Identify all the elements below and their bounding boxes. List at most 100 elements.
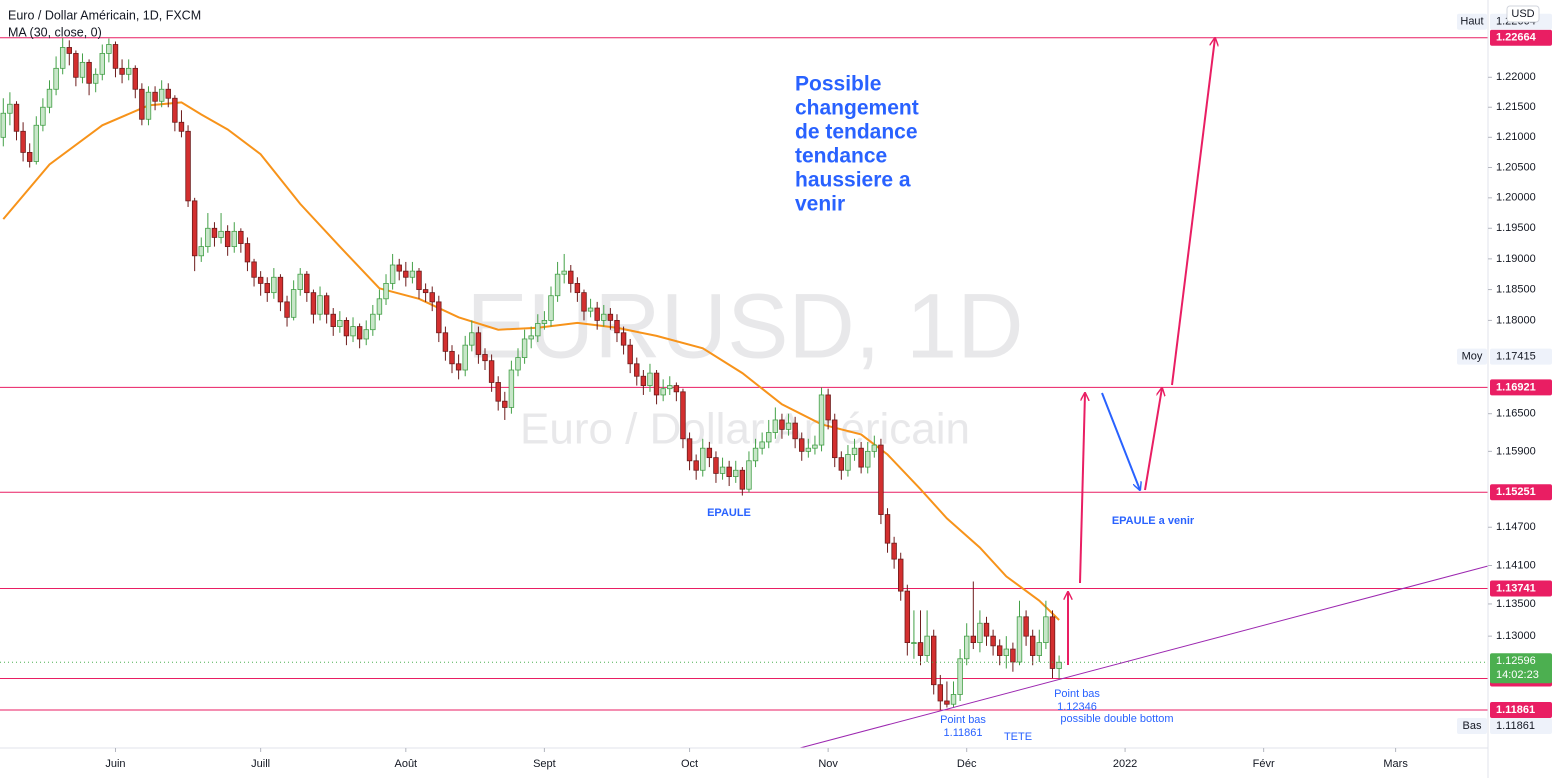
x-tick-label: Déc	[957, 758, 977, 770]
candle-body	[746, 460, 752, 490]
candle-body	[475, 332, 482, 355]
candle-body	[759, 441, 765, 449]
candle-body	[125, 67, 132, 75]
y-tick-label: 1.21000	[1496, 131, 1536, 143]
candle-body	[528, 335, 534, 340]
candle-body	[1036, 642, 1043, 656]
stat-name: Moy	[1462, 351, 1483, 363]
candle-body	[733, 469, 739, 477]
annotation-text: 1.11861	[944, 727, 983, 739]
candle-body	[521, 338, 528, 358]
candle-body	[587, 307, 594, 312]
y-tick-label: 1.14700	[1496, 521, 1536, 533]
annotation-text: TETE	[1004, 731, 1032, 743]
candle-body	[218, 230, 224, 238]
level-label-box	[1490, 580, 1552, 597]
candle-body	[290, 289, 297, 318]
candle-body	[284, 301, 290, 318]
candle-body	[416, 270, 422, 290]
annotation-text: Point bas	[1054, 688, 1100, 700]
candle-body	[554, 273, 561, 297]
watermark-description: Euro / Dollar Américain	[520, 405, 970, 454]
candle-body	[323, 295, 330, 315]
candle-body	[884, 514, 891, 544]
annotation-text: 1.12346	[1057, 701, 1097, 713]
level-label-box	[1490, 702, 1552, 719]
candle-body	[73, 53, 79, 78]
x-tick-label: Juin	[105, 758, 125, 770]
candle-body	[950, 694, 957, 705]
candle-body	[911, 642, 917, 645]
annotation-text: tendance	[795, 145, 887, 168]
candle-body	[508, 369, 515, 408]
x-tick-label: Juill	[251, 758, 270, 770]
candle-body	[858, 447, 864, 468]
candle-body	[119, 67, 125, 75]
candle-body	[92, 73, 99, 84]
candle-body	[297, 273, 303, 290]
candle-body	[403, 270, 409, 278]
y-tick-label: 1.19500	[1496, 222, 1536, 234]
candle-body	[158, 88, 165, 102]
candle-body	[996, 645, 1003, 656]
candle-body	[59, 47, 66, 69]
candle-body	[185, 130, 191, 202]
header: Euro / Dollar Américain, 1D, FXCM MA (30…	[8, 8, 201, 39]
x-tick-label: 2022	[1113, 758, 1137, 770]
candle-body	[805, 447, 812, 452]
candle-body	[0, 112, 7, 138]
candle-body	[640, 375, 647, 386]
arrow	[1144, 388, 1162, 491]
candle-body	[541, 320, 548, 324]
annotation-text: Possible	[795, 73, 881, 96]
y-tick-label: 1.16500	[1496, 408, 1536, 420]
moving-average	[2, 101, 1060, 621]
candle-body	[106, 44, 112, 54]
candle-body	[422, 289, 429, 294]
annotation-text: possible double bottom	[1060, 713, 1173, 725]
candle-body	[310, 292, 317, 315]
candle-body	[502, 400, 508, 408]
y-tick-label: 1.13000	[1496, 630, 1536, 642]
candle-body	[40, 106, 46, 126]
candle-body	[845, 454, 851, 471]
last-price-box	[1490, 653, 1552, 684]
candle-body	[673, 385, 680, 393]
candle-body	[26, 151, 33, 162]
candle-body	[937, 684, 944, 702]
candle-body	[389, 264, 396, 284]
x-tick-label: Mars	[1383, 758, 1408, 770]
candle-body	[851, 447, 858, 455]
candle-body	[653, 372, 660, 396]
candle-body	[356, 326, 363, 340]
stat-name-box	[1457, 348, 1487, 365]
candle-body	[1043, 616, 1049, 644]
candle-body	[1049, 616, 1056, 669]
arrow	[1079, 393, 1085, 584]
candle-body	[396, 264, 402, 272]
candle-body	[350, 326, 356, 337]
x-tick-label: Oct	[681, 758, 698, 770]
candle-body	[983, 622, 990, 637]
candle-body	[1003, 648, 1010, 656]
stat-value: 1.17415	[1496, 351, 1536, 363]
candle-body	[719, 466, 726, 474]
level-label-box	[1490, 484, 1552, 501]
candle-body	[469, 332, 475, 346]
candle-body	[7, 103, 13, 114]
candle-body	[706, 447, 713, 459]
level-label: 1.16921	[1496, 381, 1536, 393]
candle-body	[871, 444, 878, 452]
candle-body	[462, 344, 468, 371]
level-label: 1.11861	[1496, 704, 1535, 716]
candle-body	[832, 419, 838, 459]
candle-body	[614, 320, 620, 334]
candle-body	[20, 130, 26, 153]
candle-body	[568, 270, 574, 284]
candle-body	[825, 394, 831, 421]
stat-name: Haut	[1460, 16, 1483, 28]
candle-body	[713, 457, 719, 474]
